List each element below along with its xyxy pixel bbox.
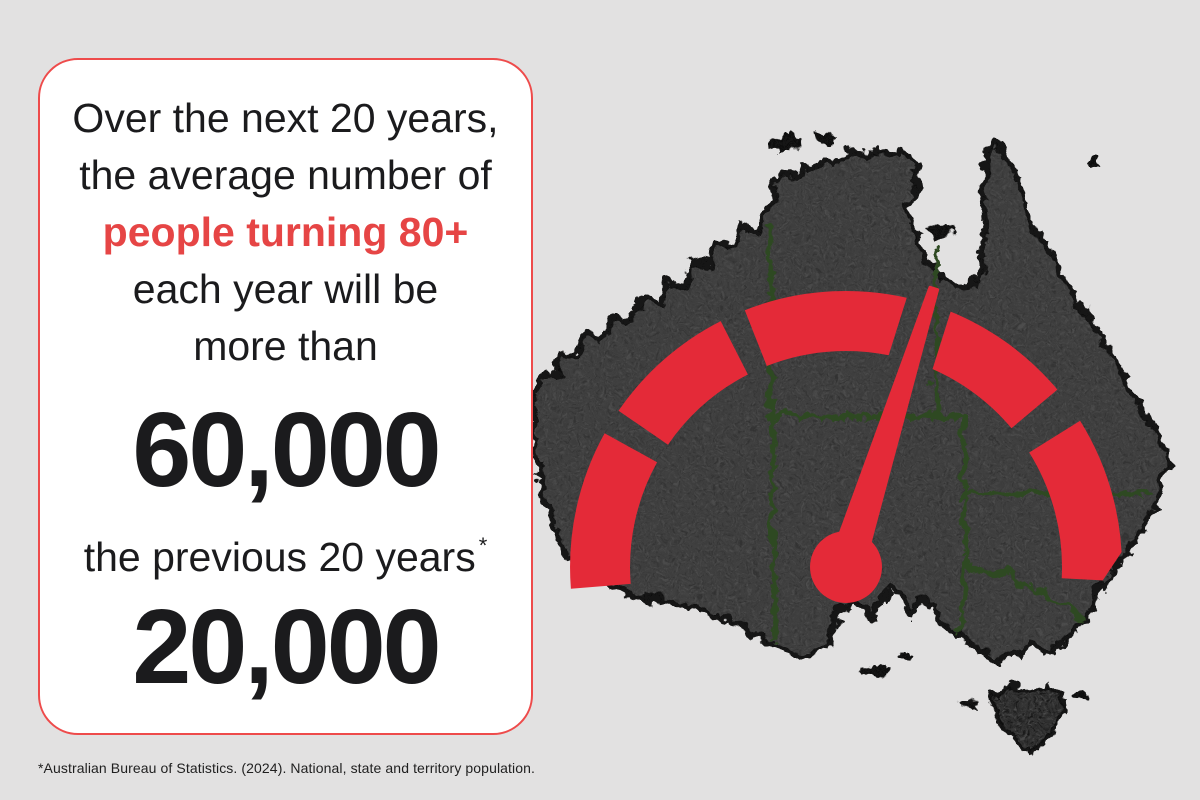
border-wa: [764, 219, 774, 639]
stat-line-1: Over the next 20 years,: [72, 95, 499, 141]
gauge-segment-3: [744, 290, 923, 366]
gauge-arc: [570, 290, 1122, 589]
gauge-segment-5: [1029, 420, 1122, 582]
gauge-segment-2: [618, 321, 748, 445]
stat-line-previous: the previous 20 years *: [40, 517, 531, 586]
value-next-20-years: 60,000: [132, 391, 441, 509]
stat-line-4: each year will be: [132, 266, 439, 312]
previous-label: the previous 20 years: [83, 534, 476, 580]
stat-card: Over the next 20 years, the average numb…: [38, 58, 533, 735]
border-sa-vic: [955, 560, 965, 631]
footnote-asterisk: *: [478, 533, 488, 558]
state-borders: [762, 219, 1151, 639]
gauge-segment-4: [919, 307, 1058, 429]
border-nsw-vic: [959, 560, 1082, 620]
source-footnote: *Australian Bureau of Statistics. (2024)…: [38, 760, 536, 776]
stat-line-highlight: people turning 80+: [102, 209, 469, 255]
gauge-segment-1: [570, 433, 658, 589]
stat-line-2: the average number of: [79, 152, 492, 198]
gauge-hub: [810, 531, 882, 603]
stat-line-5: more than: [193, 323, 378, 369]
value-previous-20-years: 20,000: [132, 588, 441, 706]
